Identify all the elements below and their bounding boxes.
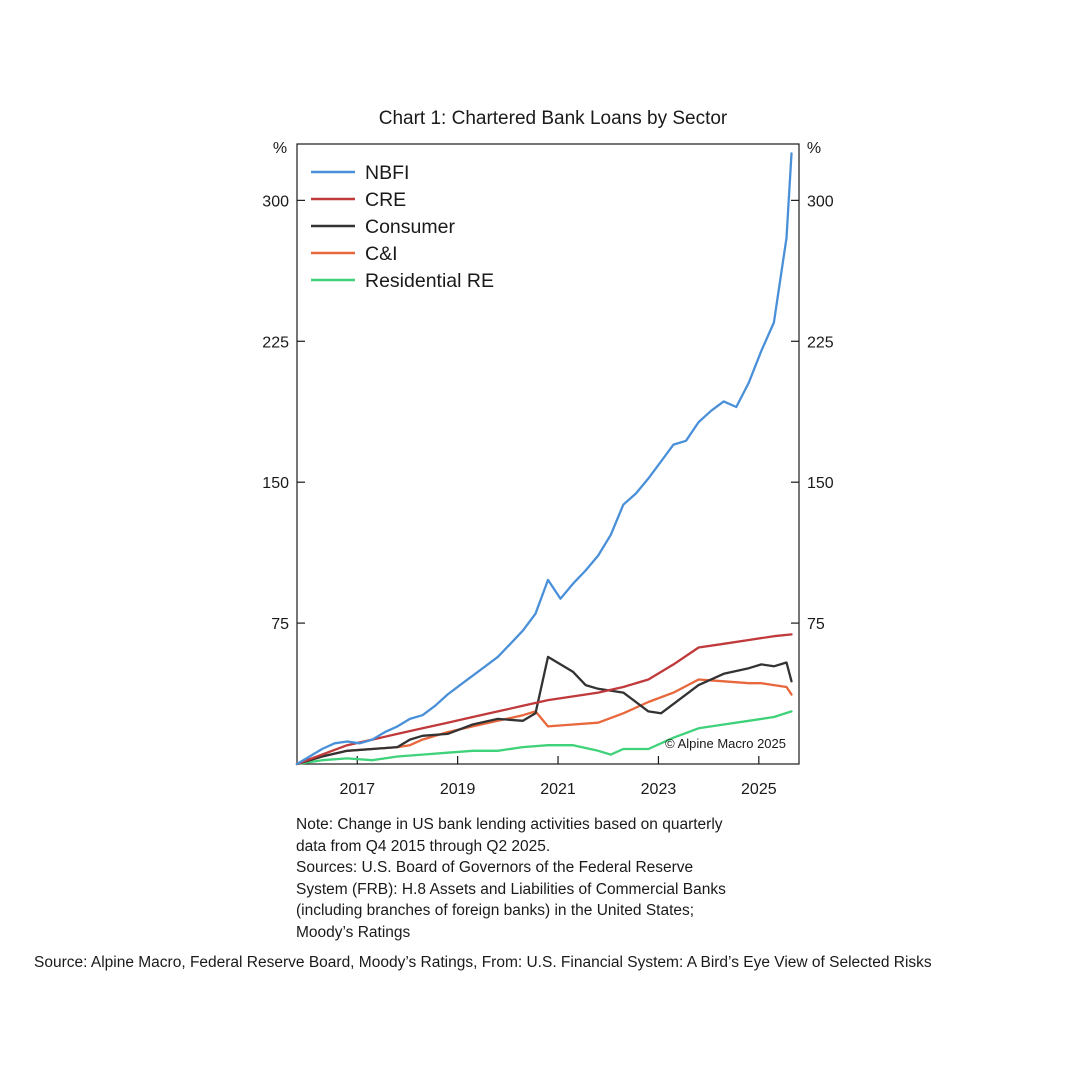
legend-label-nbfi: NBFI xyxy=(365,162,409,184)
line-chart: Chart 1: Chartered Bank Loans by Sector … xyxy=(262,108,834,798)
y-tick-label-left: 150 xyxy=(262,475,289,492)
note-line: data from Q4 2015 through Q2 2025. xyxy=(296,837,551,855)
legend-label-cre: CRE xyxy=(365,189,406,211)
x-tick-label: 2025 xyxy=(741,781,777,798)
series-line-cre xyxy=(295,633,793,766)
y-tick-label-right: 150 xyxy=(807,475,834,492)
plot-frame xyxy=(296,143,800,765)
x-tick-label: 2021 xyxy=(540,781,576,798)
note-line: Note: Change in US bank lending activiti… xyxy=(296,816,723,833)
y-tick-label-right: 225 xyxy=(807,334,834,351)
series-line-consumer xyxy=(295,655,793,766)
y-tick-label-left: 300 xyxy=(262,193,289,210)
series-line-nbfi xyxy=(295,152,793,766)
series-line-residential-re xyxy=(295,710,793,766)
chart-note: Note: Change in US bank lending activiti… xyxy=(296,814,816,943)
legend-label-consumer: Consumer xyxy=(365,216,455,238)
legend-label-c-i: C&I xyxy=(365,243,398,265)
note-line: Sources: U.S. Board of Governors of the … xyxy=(296,859,694,876)
series-line-c-i xyxy=(295,678,793,766)
y-unit-right: % xyxy=(807,140,821,157)
y-tick-label-left: 75 xyxy=(271,616,289,633)
note-line: Moody’s Ratings xyxy=(296,923,411,941)
y-tick-label-left: 225 xyxy=(262,334,289,351)
source-line: Source: Alpine Macro, Federal Reserve Bo… xyxy=(34,954,932,971)
x-tick-label: 2023 xyxy=(641,781,677,798)
note-line: System (FRB): H.8 Assets and Liabilities… xyxy=(296,880,726,898)
legend-label-residential-re: Residential RE xyxy=(365,270,494,292)
chart-title: Chart 1: Chartered Bank Loans by Sector xyxy=(379,108,728,129)
y-tick-label-right: 300 xyxy=(807,193,834,210)
note-line: (including branches of foreign banks) in… xyxy=(296,902,695,919)
y-unit-left: % xyxy=(273,140,287,157)
y-tick-label-right: 75 xyxy=(807,616,825,633)
x-tick-label: 2017 xyxy=(339,781,375,798)
watermark: © Alpine Macro 2025 xyxy=(665,736,786,751)
x-tick-label: 2019 xyxy=(440,781,476,798)
